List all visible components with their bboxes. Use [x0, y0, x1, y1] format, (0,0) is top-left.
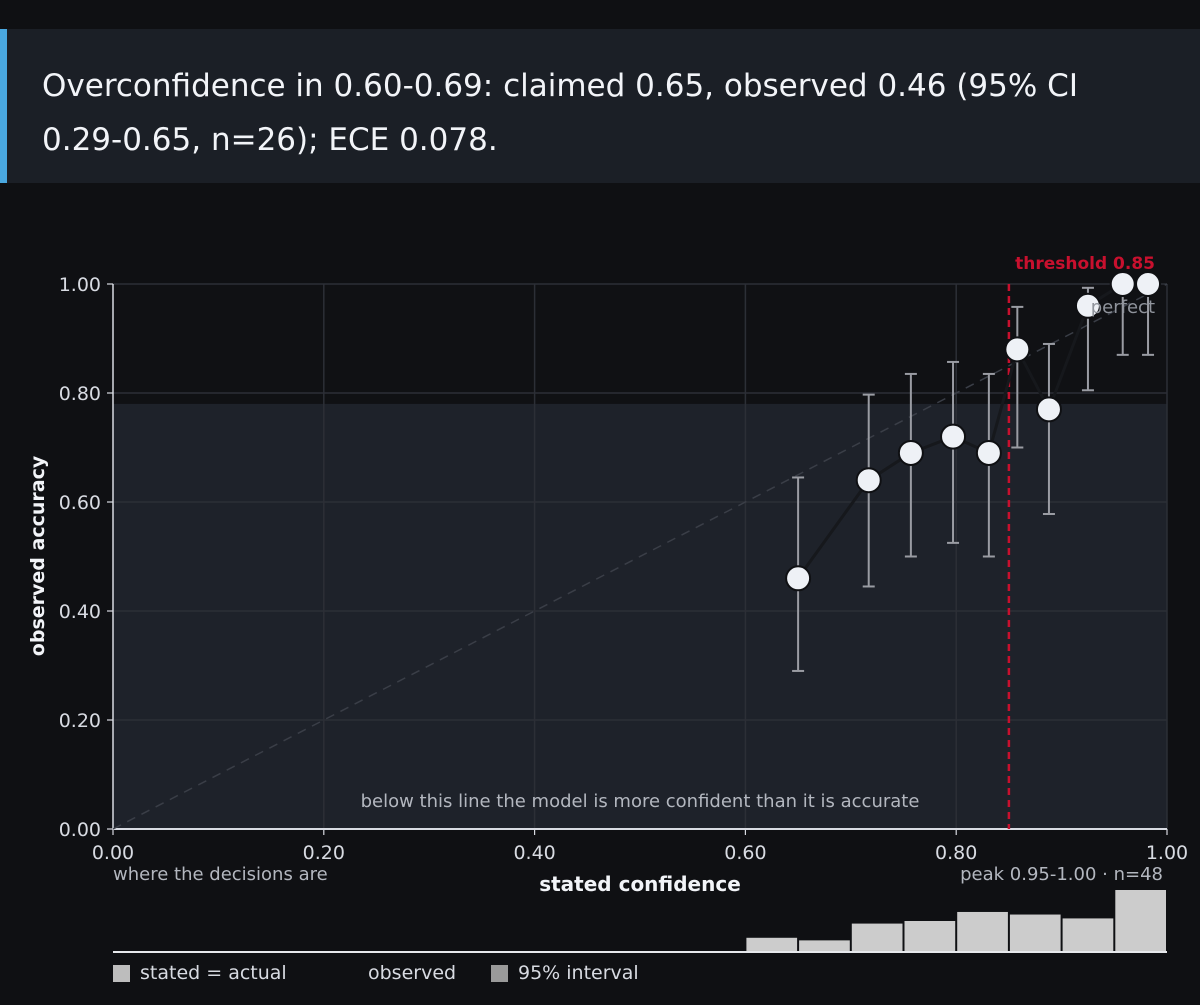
- insight-headline: Overconfidence in 0.60-0.69: claimed 0.6…: [42, 68, 1078, 158]
- reference-line-label: perfect: [1091, 297, 1155, 318]
- x-tick-label: 0.00: [92, 842, 134, 864]
- x-tick-label: 0.80: [935, 842, 977, 864]
- legend-swatch-reference: [113, 965, 130, 982]
- legend-label-observed: observed: [368, 962, 456, 984]
- x-tick-label: 0.20: [303, 842, 345, 864]
- histogram-bar: [799, 940, 850, 952]
- y-tick-label: 0.40: [59, 601, 101, 623]
- y-tick-label: 0.20: [59, 710, 101, 732]
- data-point: [1035, 396, 1062, 423]
- histogram-bar: [1115, 890, 1166, 952]
- data-point: [940, 423, 967, 450]
- histogram-bar: [957, 911, 1008, 952]
- observed-line: [796, 282, 1149, 580]
- x-tick-label: 1.00: [1146, 842, 1188, 864]
- legend-swatch-interval: [491, 965, 508, 982]
- histogram-caption-left: where the decisions are: [113, 864, 328, 885]
- data-point: [1074, 292, 1101, 319]
- perfect-calibration-line: [112, 283, 1168, 830]
- histogram-bar: [904, 921, 956, 952]
- histogram-bar: [851, 923, 903, 952]
- histogram-bar: [1062, 918, 1114, 952]
- threshold-label: threshold 0.85: [1015, 254, 1155, 274]
- histogram-bar: [746, 937, 798, 952]
- insight-banner: Overconfidence in 0.60-0.69: claimed 0.6…: [0, 29, 1200, 183]
- data-point: [897, 439, 924, 466]
- data-point: [1004, 336, 1031, 363]
- data-point: [785, 565, 812, 592]
- overconfidence-annotation: below this line the model is more confid…: [361, 791, 920, 812]
- data-point: [855, 467, 882, 494]
- y-axis-title: observed accuracy: [27, 455, 49, 656]
- x-axis-title: stated confidence: [539, 872, 741, 896]
- legend-label-reference: stated = actual: [140, 962, 287, 984]
- histogram-caption-right: peak 0.95-1.00 · n=48: [960, 864, 1163, 885]
- histogram-bar: [1009, 914, 1061, 952]
- data-point: [1135, 271, 1162, 297]
- data-point: [975, 439, 1002, 466]
- legend-label-interval: 95% interval: [518, 962, 639, 984]
- x-tick-label: 0.60: [724, 842, 766, 864]
- overconfidence-region: [113, 403, 1167, 829]
- data-point: [1109, 271, 1136, 297]
- y-tick-label: 0.80: [59, 383, 101, 405]
- y-tick-label: 1.00: [59, 274, 101, 296]
- banner-accent-bar: [0, 29, 7, 183]
- y-tick-label: 0.00: [59, 819, 101, 841]
- y-tick-label: 0.60: [59, 492, 101, 514]
- x-tick-label: 0.40: [513, 842, 555, 864]
